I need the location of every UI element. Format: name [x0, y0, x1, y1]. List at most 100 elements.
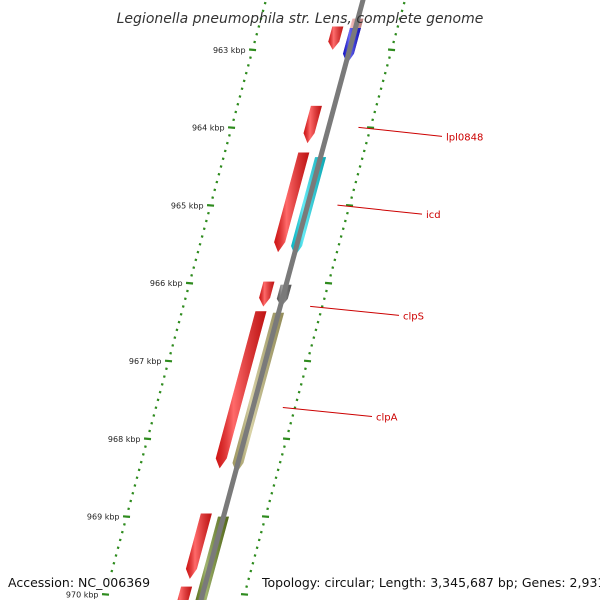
- minor-tick: [356, 172, 360, 176]
- minor-tick: [362, 149, 366, 153]
- svg-text:lpl0848: lpl0848: [446, 132, 483, 143]
- gene-label-clpa: clpA: [282, 406, 398, 423]
- minor-tick: [245, 585, 249, 588]
- minor-tick: [150, 421, 154, 425]
- gene-feature: [185, 513, 212, 579]
- major-tick: [345, 204, 354, 207]
- major-tick: [248, 48, 257, 52]
- minor-tick: [177, 320, 181, 324]
- major-tick: [206, 204, 215, 207]
- minor-tick: [202, 227, 206, 231]
- tick-label: 966 kbp: [150, 279, 183, 288]
- tick-label: 963 kbp: [213, 46, 246, 55]
- minor-tick: [352, 188, 356, 192]
- minor-tick: [236, 102, 240, 106]
- minor-tick: [377, 95, 381, 98]
- minor-tick: [207, 211, 210, 215]
- minor-tick: [331, 266, 335, 270]
- minor-tick: [268, 499, 272, 503]
- minor-tick: [325, 289, 328, 293]
- minor-tick: [135, 476, 139, 480]
- minor-tick: [253, 40, 257, 44]
- minor-tick: [190, 274, 194, 277]
- minor-tick: [360, 157, 364, 161]
- minor-tick: [169, 351, 173, 355]
- tick-label: 969 kbp: [87, 513, 120, 522]
- minor-tick: [171, 344, 175, 347]
- tick-label: 968 kbp: [108, 435, 141, 444]
- minor-tick: [242, 79, 246, 83]
- minor-tick: [118, 538, 122, 542]
- minor-tick: [198, 242, 202, 246]
- minor-tick: [255, 32, 259, 36]
- svg-text:clpA: clpA: [376, 412, 398, 423]
- major-tick: [227, 126, 236, 129]
- minor-tick: [259, 530, 263, 534]
- major-tick: [101, 593, 110, 596]
- minor-tick: [402, 1, 406, 5]
- minor-tick: [131, 491, 135, 495]
- major-tick: [387, 48, 396, 52]
- minor-tick: [221, 157, 225, 161]
- minor-tick: [312, 336, 316, 340]
- minor-tick: [137, 468, 141, 472]
- minor-tick: [129, 499, 133, 503]
- tick-label: 964 kbp: [192, 124, 225, 133]
- minor-tick: [154, 406, 158, 410]
- minor-tick: [375, 102, 379, 106]
- minor-tick: [354, 180, 358, 184]
- minor-tick: [251, 561, 255, 565]
- minor-tick: [158, 390, 162, 394]
- minor-tick: [204, 219, 208, 223]
- minor-tick: [194, 258, 198, 262]
- minor-tick: [120, 530, 124, 534]
- minor-tick: [116, 546, 120, 550]
- minor-tick: [240, 87, 244, 91]
- major-tick: [324, 281, 333, 285]
- minor-tick: [152, 414, 156, 417]
- minor-tick: [308, 351, 312, 355]
- minor-tick: [394, 32, 398, 36]
- minor-tick: [346, 211, 349, 215]
- minor-tick: [173, 336, 177, 340]
- minor-tick: [196, 250, 200, 254]
- svg-text:icd: icd: [426, 210, 441, 221]
- major-tick: [240, 593, 249, 596]
- major-tick: [366, 126, 375, 129]
- tick-label: 965 kbp: [171, 201, 204, 210]
- minor-tick: [337, 242, 341, 246]
- svg-text:clpS: clpS: [403, 311, 424, 322]
- gene-feature: [303, 105, 322, 144]
- tick-label: 970 kbp: [66, 590, 99, 599]
- minor-tick: [217, 172, 221, 176]
- minor-tick: [257, 538, 261, 542]
- minor-tick: [396, 25, 400, 28]
- minor-tick: [114, 554, 118, 557]
- minor-tick: [371, 118, 375, 122]
- minor-tick: [320, 305, 324, 308]
- minor-tick: [373, 110, 377, 114]
- minor-tick: [341, 227, 345, 231]
- minor-tick: [183, 297, 187, 301]
- minor-tick: [398, 17, 402, 21]
- minor-tick: [291, 414, 295, 417]
- minor-tick: [192, 266, 196, 270]
- minor-tick: [364, 141, 368, 145]
- minor-tick: [123, 523, 126, 526]
- minor-tick: [322, 297, 326, 301]
- minor-tick: [181, 305, 185, 308]
- minor-tick: [379, 87, 383, 91]
- minor-tick: [367, 134, 370, 137]
- gene-label-lpl0848: lpl0848: [358, 126, 483, 143]
- minor-tick: [283, 445, 286, 448]
- genome-summary-text: Topology: circular; Length: 3,345,687 bp…: [262, 575, 600, 590]
- minor-tick: [211, 196, 215, 199]
- minor-tick: [175, 328, 179, 332]
- minor-tick: [388, 56, 391, 59]
- minor-tick: [343, 219, 347, 223]
- gene-label-icd: icd: [337, 204, 441, 221]
- minor-tick: [112, 561, 116, 565]
- minor-tick: [299, 382, 303, 386]
- minor-tick: [358, 165, 362, 168]
